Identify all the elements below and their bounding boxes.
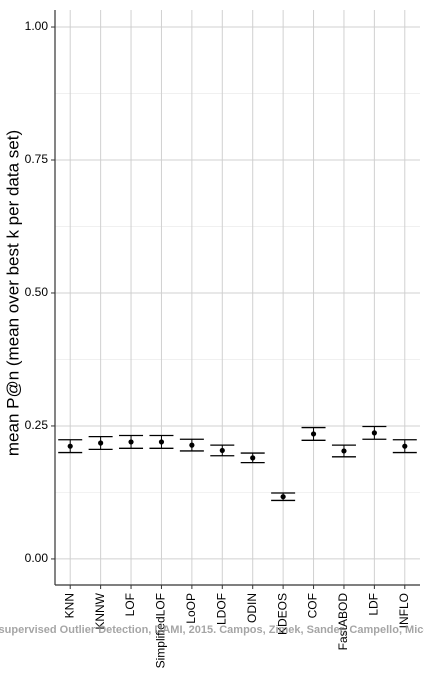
x-tick-label: KNN (62, 593, 76, 618)
x-tick-label: LOF (123, 593, 137, 616)
mean-point (371, 430, 377, 436)
x-tick-label: SimplifiedLOF (154, 593, 168, 668)
x-tick-label: KNNW (93, 592, 107, 629)
mean-point (158, 439, 165, 445)
x-tick-label: KDEOS (275, 593, 289, 635)
x-tick-label: FastABOD (336, 593, 350, 651)
mean-point (189, 442, 195, 448)
x-tick-label: LDOF (214, 593, 228, 625)
mean-point (280, 494, 286, 500)
y-tick-label: 0.00 (25, 551, 49, 565)
mean-point (310, 431, 317, 437)
mean-point (219, 447, 225, 454)
mean-point (128, 439, 134, 445)
annotation: On the Evaluation of Unsupervised Outlie… (0, 624, 424, 636)
x-tick-label: LoOP (184, 593, 198, 624)
mean-point (402, 443, 408, 449)
x-tick-label: LDF (367, 593, 381, 616)
x-tick-label: ODIN (245, 593, 259, 623)
y-tick-label: 0.25 (25, 418, 49, 432)
x-tick-label: INFLO (397, 593, 411, 628)
y-tick-label: 0.50 (25, 285, 49, 299)
y-tick-label: 0.75 (25, 152, 49, 166)
mean-point (341, 448, 347, 454)
y-tick-label: 1.00 (25, 19, 49, 33)
y-axis-title: mean P@n (mean over best k per data set) (3, 130, 22, 456)
mean-point (67, 443, 73, 449)
mean-point (250, 455, 256, 461)
x-tick-label: COF (306, 593, 320, 618)
mean-point (98, 440, 104, 446)
